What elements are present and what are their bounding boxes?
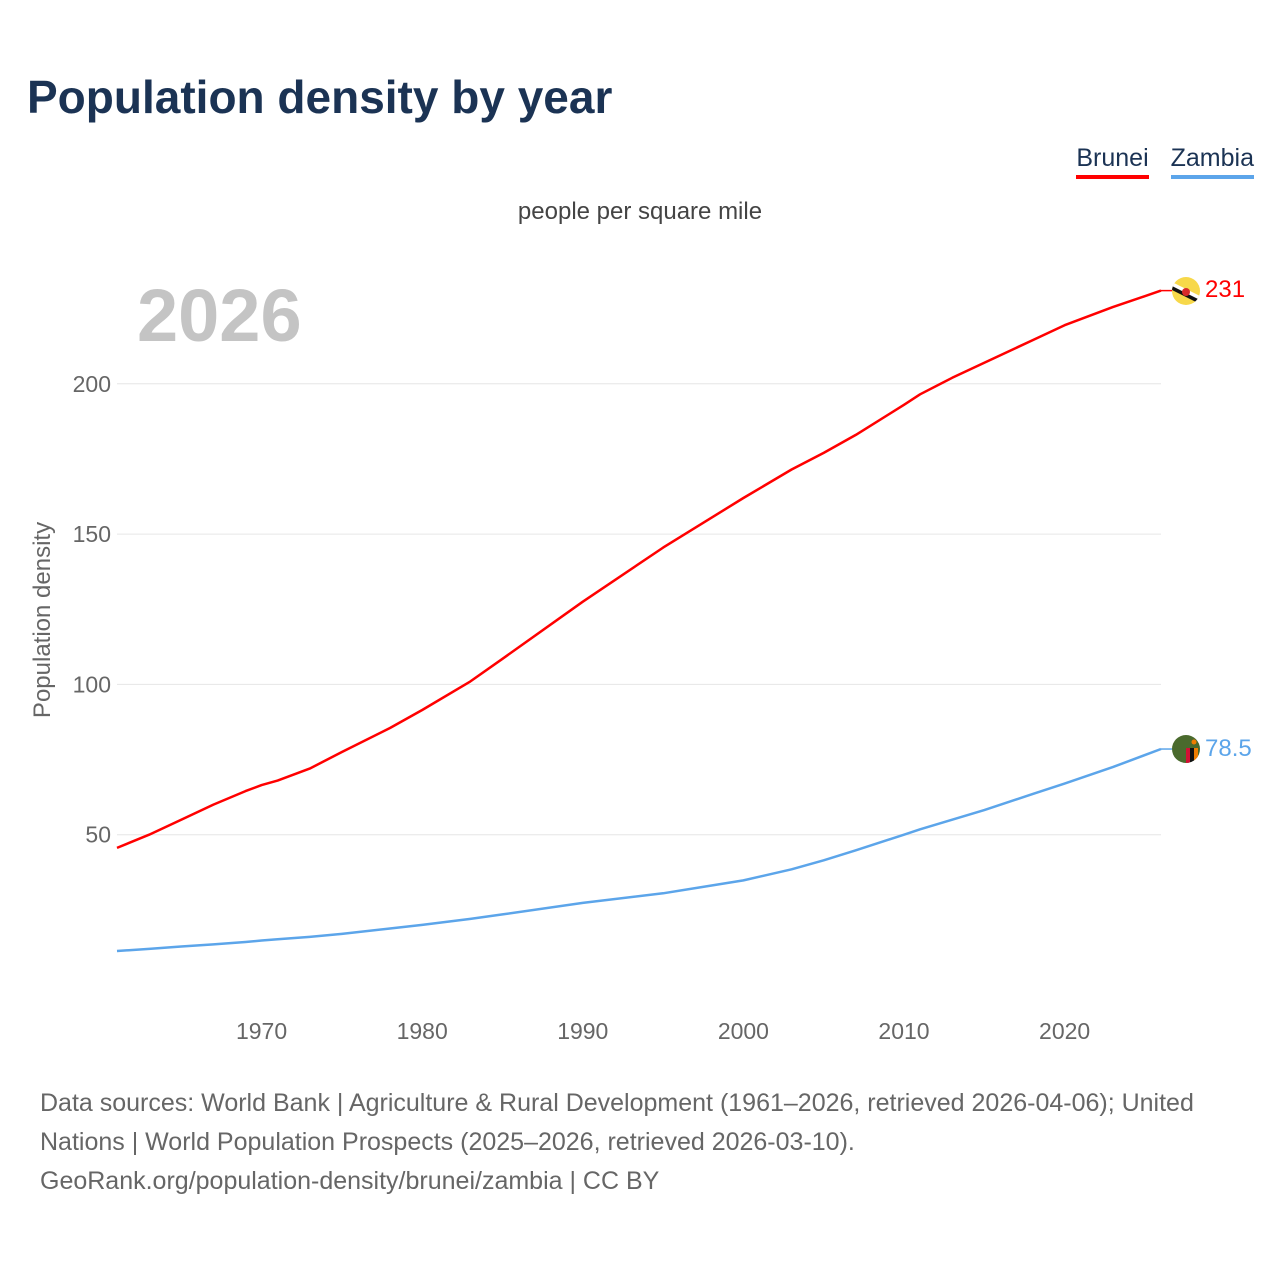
footer: Data sources: World Bank | Agriculture &…: [40, 1084, 1250, 1201]
flag-brunei-icon: [1172, 277, 1200, 305]
x-tick-label: 1970: [236, 1018, 287, 1044]
x-tick-label: 1980: [397, 1018, 448, 1044]
chart-subtitle: people per square mile: [517, 198, 763, 225]
end-label-brunei: 231: [1205, 276, 1245, 303]
y-tick-label: 50: [85, 822, 111, 848]
x-tick-label: 2020: [1039, 1018, 1090, 1044]
data-sources: Data sources: World Bank | Agriculture &…: [40, 1089, 1194, 1156]
legend: Brunei Zambia: [1076, 144, 1254, 179]
source-link[interactable]: GeoRank.org/population-density/brunei/za…: [40, 1167, 660, 1195]
year-watermark: 2026: [137, 274, 302, 357]
flag-zambia-icon: [1172, 735, 1200, 763]
legend-item-brunei[interactable]: Brunei: [1076, 144, 1149, 179]
x-tick-label: 2010: [878, 1018, 929, 1044]
y-tick-label: 150: [73, 521, 111, 547]
end-label-zambia: 78.5: [1205, 735, 1252, 762]
series-line-zambia[interactable]: [116, 747, 1162, 953]
chart-title: Population density by year: [27, 71, 613, 123]
y-tick-label: 100: [73, 671, 111, 697]
y-tick-label: 200: [73, 371, 111, 397]
x-tick-label: 2000: [718, 1018, 769, 1044]
x-tick-label: 1990: [557, 1018, 608, 1044]
legend-item-zambia[interactable]: Zambia: [1170, 144, 1254, 179]
y-axis-label: Population density: [29, 522, 56, 718]
series-line-brunei[interactable]: [116, 289, 1162, 850]
